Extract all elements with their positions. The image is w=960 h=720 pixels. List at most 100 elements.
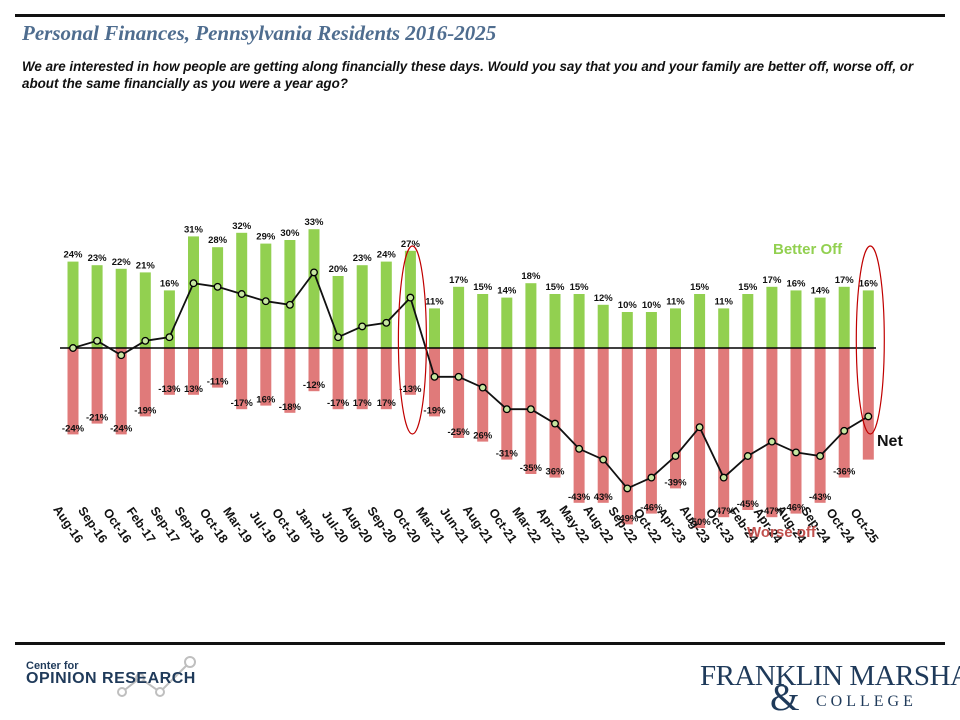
better-off-data-label: 23%: [353, 253, 373, 264]
fm-logo-college: COLLEGE: [816, 693, 917, 710]
better-off-bar: [670, 308, 681, 348]
better-off-bar: [163, 290, 175, 348]
net-series-point: [117, 351, 126, 360]
trend-line-icon: [117, 656, 196, 697]
net-series-point: [93, 336, 102, 345]
better-off-data-label: 17%: [762, 275, 782, 286]
better-off-data-label: 15%: [738, 282, 758, 293]
net-series-point: [69, 344, 77, 352]
worse-off-bar: [380, 348, 392, 410]
net-series-point: [647, 473, 656, 482]
better-off-bar: [621, 312, 633, 348]
better-off-data-label: 17%: [835, 275, 855, 286]
better-off-legend-label: Better Off: [773, 241, 843, 258]
better-off-bar: [477, 294, 489, 348]
better-off-bar: [766, 286, 778, 348]
net-series-point: [430, 372, 439, 381]
worse-off-data-label: -46%: [640, 503, 663, 514]
worse-off-data-label: 26%: [473, 431, 493, 442]
net-series-point: [213, 282, 222, 291]
net-series-point: [743, 452, 752, 460]
better-off-data-label: 14%: [497, 286, 517, 297]
worse-off-bar: [429, 348, 440, 417]
worse-off-data-label: -24%: [62, 423, 85, 434]
worse-off-data-label: 16%: [256, 395, 276, 406]
worse-off-bar: [766, 348, 778, 518]
better-off-data-label: 23%: [88, 253, 108, 264]
worse-off-bar: [284, 348, 296, 413]
better-off-bar: [814, 297, 826, 348]
net-series-point: [189, 279, 198, 288]
worse-off-data-label: 43%: [594, 492, 614, 503]
better-off-data-label: 11%: [714, 296, 733, 307]
worse-off-bar: [621, 348, 633, 525]
net-series-point: [599, 455, 608, 464]
cor-logo-big-text: OPINION RESEARCH: [26, 670, 196, 687]
worse-off-data-label: -13%: [399, 384, 422, 395]
worse-off-bar: [212, 348, 224, 388]
better-off-data-label: 18%: [521, 271, 541, 282]
worse-off-data-label: -25%: [448, 427, 471, 438]
franklin-marshall-logo: FRANKLIN MARSHALL & COLLEGE: [700, 660, 960, 719]
better-off-data-label: 32%: [232, 221, 252, 232]
worse-off-bar: [356, 348, 368, 410]
worse-off-data-label: -11%: [207, 377, 229, 388]
worse-off-bar: [67, 348, 79, 435]
worse-off-data-label: -47%: [713, 506, 736, 517]
better-off-bar: [597, 304, 609, 348]
worse-off-bar: [742, 348, 754, 510]
worse-off-bar: [573, 348, 585, 503]
better-off-data-label: 28%: [208, 235, 228, 246]
net-series-point: [478, 383, 487, 392]
worse-off-data-label: -17%: [231, 398, 254, 409]
worse-off-bar: [694, 348, 706, 528]
worse-off-data-label: -36%: [833, 467, 856, 478]
worse-off-bar: [549, 348, 561, 478]
worse-off-data-label: -47%: [761, 506, 784, 517]
top-rule: [15, 14, 945, 17]
better-off-data-label: 16%: [859, 278, 879, 289]
better-off-bar: [549, 294, 561, 348]
worse-off-data-label: -17%: [327, 398, 350, 409]
worse-off-bar: [862, 348, 874, 460]
worse-off-data-label: -19%: [134, 405, 157, 416]
better-off-data-label: 16%: [786, 278, 806, 289]
better-off-bar: [790, 290, 802, 348]
better-off-data-label: 11%: [425, 296, 444, 307]
net-series-point: [358, 322, 367, 331]
worse-off-bar: [501, 348, 513, 460]
net-series-point: [575, 444, 584, 453]
worse-off-data-label: 46%: [786, 503, 806, 514]
better-off-data-label: 15%: [473, 282, 493, 293]
worse-off-data-label: 13%: [184, 384, 204, 395]
net-legend-label: Net: [877, 433, 903, 450]
worse-off-data-label: -43%: [568, 492, 591, 503]
worse-off-data-label: -31%: [496, 449, 519, 460]
worse-off-data-label: -49%: [616, 513, 639, 524]
net-series-point: [864, 412, 873, 421]
net-series-line: [72, 270, 869, 490]
net-series-point: [767, 437, 776, 446]
worse-off-bar: [163, 348, 175, 395]
chart-title: Personal Finances, Pennsylvania Resident…: [22, 21, 497, 45]
better-off-data-label: 24%: [63, 250, 83, 261]
net-series-point: [623, 484, 632, 493]
net-series-point: [526, 405, 535, 414]
better-off-data-label: 16%: [160, 278, 180, 289]
better-off-bar: [139, 272, 151, 348]
better-off-data-label: 27%: [401, 239, 421, 250]
net-series-point: [141, 336, 150, 345]
worse-off-data-label: 17%: [353, 398, 373, 409]
better-off-bar: [718, 308, 730, 348]
better-off-bar: [694, 294, 706, 348]
better-off-bar: [525, 283, 537, 348]
better-off-data-label: 10%: [618, 300, 638, 311]
better-off-bar: [115, 268, 127, 348]
net-series-point: [382, 318, 391, 327]
net-series-point: [406, 293, 415, 302]
net-series-point: [671, 452, 680, 460]
worse-off-data-label: -12%: [303, 380, 326, 391]
better-off-data-label: 33%: [304, 217, 324, 228]
worse-off-bar: [91, 348, 103, 424]
better-off-data-label: 20%: [329, 264, 349, 275]
